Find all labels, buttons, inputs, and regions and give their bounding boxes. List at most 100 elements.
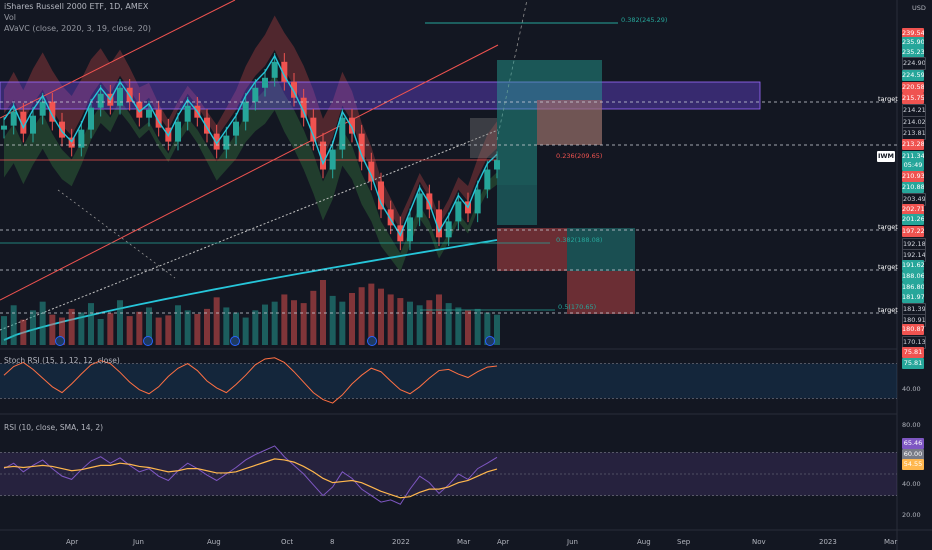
price-tag: 220.58 (902, 82, 924, 93)
price-tag: 211.34 (902, 151, 924, 162)
volume-bar (165, 315, 172, 345)
volume-bar (426, 300, 433, 345)
volume-bar (436, 294, 442, 345)
rsi-label: RSI (10, close, SMA, 14, 2) (4, 423, 104, 432)
candle-body (329, 149, 336, 170)
candle-body (117, 87, 123, 106)
candle-body (494, 160, 500, 170)
candle-body (291, 81, 297, 98)
trendline-channel (0, 44, 499, 301)
stoch-rsi-label: Stoch RSI (15, 1, 12, 12, close) (4, 356, 120, 365)
time-axis-label: 2023 (819, 538, 837, 546)
price-tag: 197.22 (902, 226, 924, 237)
volume-bar (49, 314, 56, 345)
rsi-tag: 65.46 (902, 438, 924, 449)
position-box (537, 100, 602, 145)
volume-bar (368, 283, 375, 345)
lower-band (4, 73, 497, 272)
volume-bar (445, 303, 452, 345)
candle-body (349, 117, 355, 134)
volume-bar (10, 305, 17, 345)
volume-bar (242, 317, 249, 345)
target-label: target (878, 223, 898, 231)
fib-label: 0.5(170.65) (558, 303, 597, 311)
candle-body (397, 225, 404, 242)
currency-label: USD (912, 4, 926, 12)
fib-label: 0.382(188.08) (556, 236, 603, 244)
time-axis-label: Jun (567, 538, 578, 546)
position-box (497, 60, 537, 185)
price-tag: 202.71 (902, 204, 924, 215)
volume-bar (281, 294, 288, 345)
rsi-axis-label: 20.00 (902, 511, 921, 519)
stoch-tag: 75.81 (902, 358, 924, 369)
price-tag: 181.97 (902, 292, 924, 303)
fib-label: 0.382(245.29) (621, 16, 668, 24)
candle-body (242, 101, 249, 122)
target-label: target (878, 263, 898, 271)
price-tag: 210.88 (902, 182, 924, 193)
time-axis-label: Aug (637, 538, 651, 546)
event-marker (485, 336, 495, 346)
stoch-axis-label: 40.00 (902, 385, 921, 393)
candle-body (320, 141, 326, 170)
candle-body (407, 217, 413, 242)
candle-body (39, 101, 46, 116)
price-tag: 235.23 (902, 47, 924, 58)
volume-bar (97, 319, 104, 345)
volume-bar (378, 288, 384, 345)
time-axis-label: Aug (207, 538, 221, 546)
volume-bar (117, 300, 123, 345)
short-ma (3, 54, 498, 237)
stoch-line (3, 357, 498, 404)
position-box (470, 118, 497, 158)
rsi-ma-line (3, 458, 498, 499)
stoch-band (0, 363, 897, 399)
volume-bar (78, 312, 85, 345)
time-axis-label: Mar (457, 538, 471, 546)
candle-body (1, 125, 7, 130)
time-axis-label: Nov (752, 538, 766, 546)
price-tag: 180.87 (902, 324, 924, 335)
price-tag: 181.39 (902, 303, 926, 316)
candle-body (10, 111, 17, 126)
volume-bar (358, 287, 365, 345)
candle-body (445, 221, 452, 238)
volume-bar (20, 319, 27, 345)
price-tag: 191.62 (902, 260, 924, 271)
time-axis-label: Oct (281, 538, 294, 546)
candle-body (310, 117, 317, 142)
volume-bar (233, 312, 239, 345)
volume-bar (329, 295, 336, 345)
volume-bar (252, 310, 259, 345)
candle-body (223, 135, 230, 150)
candle-body (20, 111, 27, 134)
volume-label: Vol (4, 13, 16, 22)
volume-bar (107, 313, 114, 345)
volume-bar (68, 308, 75, 345)
price-tag: 224.90 (902, 57, 926, 70)
volume-bar (320, 280, 326, 345)
volume-bar (204, 308, 210, 345)
candle-body (378, 181, 384, 210)
candle-body (387, 209, 394, 226)
time-axis-label: Sep (677, 538, 691, 546)
volume-bar (416, 305, 423, 345)
price-tag: 235.90 (902, 37, 924, 48)
volume-bar (213, 297, 220, 345)
price-tag: 213.28 (902, 139, 924, 150)
time-axis-label: Apr (497, 538, 510, 546)
event-marker (143, 336, 153, 346)
candle-body (484, 169, 491, 190)
candle-body (455, 201, 462, 222)
diagonal-dotted (57, 189, 176, 279)
candle-body (213, 133, 220, 150)
candle-body (416, 193, 423, 218)
position-box (537, 60, 602, 145)
candle-body (368, 161, 375, 182)
position-box (497, 185, 537, 225)
target-label: target (878, 306, 898, 314)
time-axis-label: Apr (66, 538, 79, 546)
event-marker (230, 336, 240, 346)
